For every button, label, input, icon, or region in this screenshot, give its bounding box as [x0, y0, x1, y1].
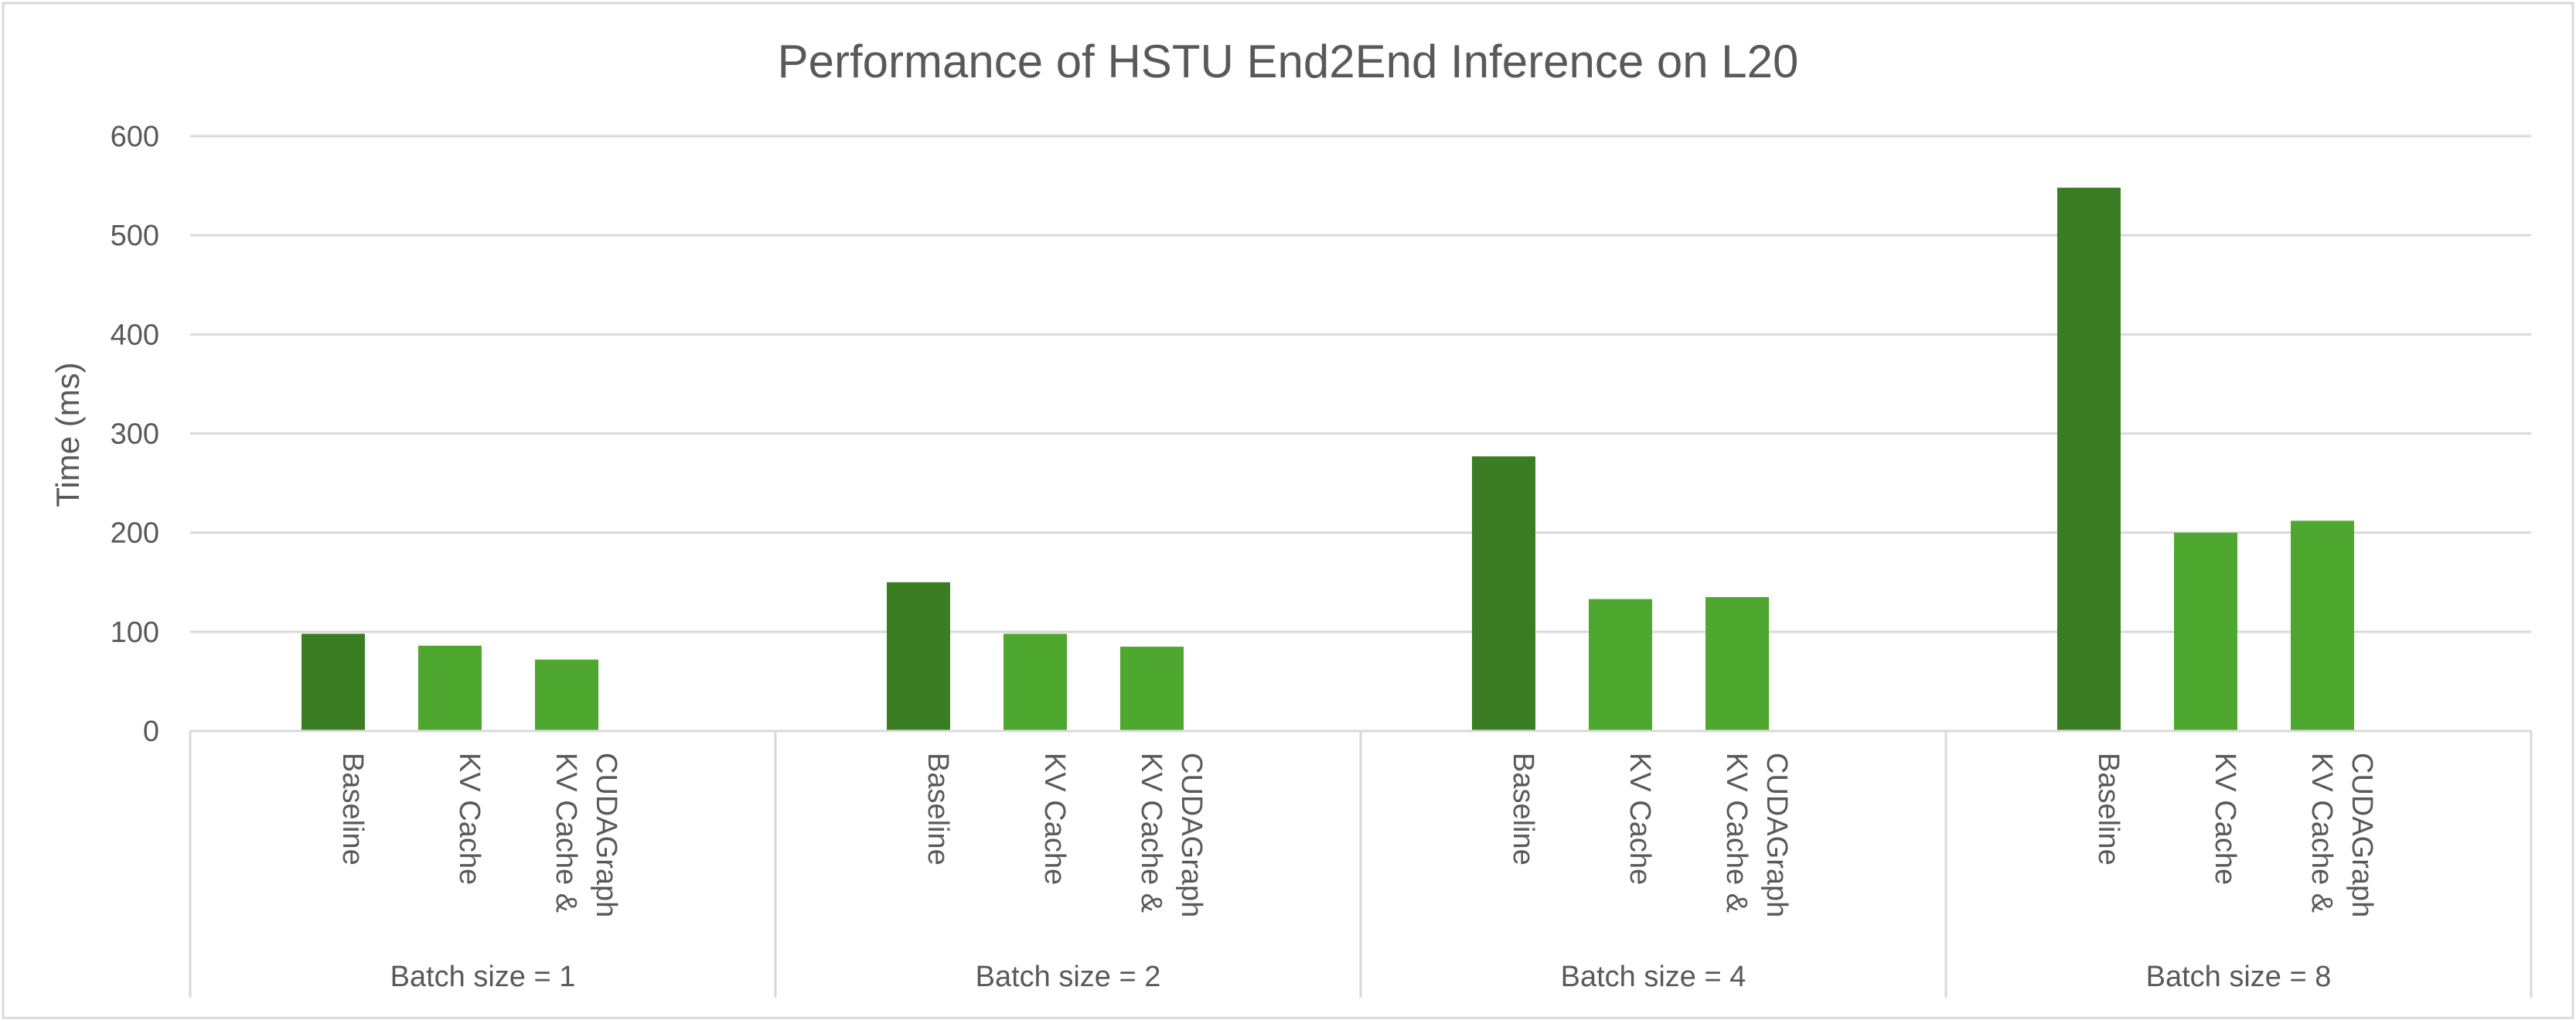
- category-label: KV Cache: [453, 753, 486, 885]
- bars: [302, 187, 2354, 731]
- gridlines: [190, 135, 2531, 633]
- bar: [1589, 599, 1652, 731]
- y-axis-label: Time (ms): [49, 362, 86, 507]
- category-label: KV Cache: [1038, 753, 1071, 885]
- bar: [2174, 532, 2237, 731]
- group-label: Batch size = 1: [390, 961, 576, 993]
- bar: [887, 582, 950, 731]
- category-label: KV Cache &: [550, 753, 582, 913]
- bar: [2291, 521, 2354, 731]
- bar: [535, 659, 598, 731]
- category-label: Baseline: [922, 753, 954, 866]
- group-label: Batch size = 4: [1561, 961, 1746, 993]
- bar: [1120, 647, 1184, 731]
- category-label: KV Cache &: [2305, 753, 2338, 913]
- chart-title: Performance of HSTU End2End Inference on…: [778, 36, 1799, 87]
- category-label: CUDAGraph: [2346, 753, 2378, 917]
- y-tick-label: 600: [111, 121, 159, 153]
- category-label: Baseline: [1507, 753, 1539, 866]
- category-label: KV Cache &: [1720, 753, 1753, 913]
- bar: [2057, 187, 2121, 731]
- bar: [418, 645, 482, 731]
- bar: [1472, 456, 1535, 731]
- y-tick-label: 500: [111, 220, 159, 252]
- y-tick-labels: 0 100 200 300 400 500 600: [111, 121, 159, 748]
- category-label: Baseline: [2092, 753, 2125, 866]
- category-label: CUDAGraph: [1760, 753, 1793, 917]
- group-label: Batch size = 2: [976, 961, 1161, 993]
- category-label: CUDAGraph: [590, 753, 622, 917]
- y-tick-label: 0: [143, 715, 159, 748]
- bar: [1003, 633, 1067, 731]
- y-tick-label: 200: [111, 517, 159, 550]
- category-labels: Baseline KV Cache KV Cache & CUDAGraph Basel…: [336, 753, 2378, 917]
- group-label: Batch size = 8: [2146, 961, 2332, 993]
- x-axis: [189, 729, 2533, 998]
- y-tick-label: 300: [111, 418, 159, 451]
- bar: [302, 633, 365, 731]
- category-label: KV Cache &: [1135, 753, 1167, 913]
- bar: [1705, 596, 1769, 731]
- category-label: CUDAGraph: [1175, 753, 1208, 917]
- y-tick-label: 400: [111, 319, 159, 351]
- category-label: KV Cache: [1624, 753, 1656, 885]
- category-label: KV Cache: [2209, 753, 2241, 885]
- group-labels: Batch size = 1 Batch size = 2 Batch size =…: [390, 961, 2332, 993]
- category-label: Baseline: [336, 753, 369, 866]
- y-tick-label: 100: [111, 616, 159, 649]
